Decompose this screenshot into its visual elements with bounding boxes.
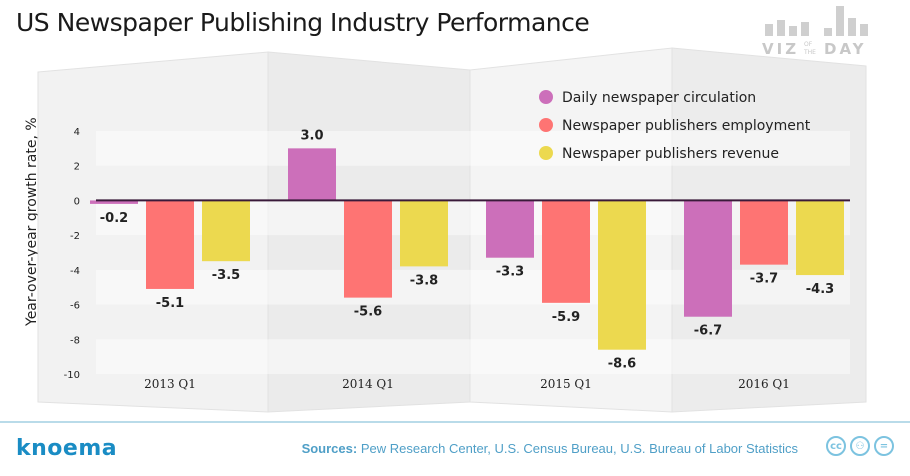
- sources-text: Sources: Pew Research Center, U.S. Censu…: [302, 441, 798, 456]
- data-label: -6.7: [694, 324, 722, 339]
- x-category-label: 2014 Q1: [342, 377, 394, 391]
- legend-label: Newspaper publishers revenue: [562, 146, 779, 162]
- bar: [146, 200, 194, 289]
- bar: [202, 200, 250, 262]
- x-category-label: 2013 Q1: [144, 377, 196, 391]
- by-icon: ⚇: [850, 436, 870, 456]
- bar: [90, 200, 138, 204]
- svg-text:OF: OF: [804, 41, 813, 48]
- x-category-label: 2015 Q1: [540, 377, 592, 391]
- legend-label: Daily newspaper circulation: [562, 90, 756, 106]
- legend-label: Newspaper publishers employment: [562, 118, 811, 134]
- nd-icon: =: [874, 436, 894, 456]
- svg-text:DAY: DAY: [824, 40, 867, 58]
- bar: [486, 200, 534, 258]
- data-label: -0.2: [100, 211, 128, 226]
- license-icons: cc ⚇ =: [826, 436, 894, 456]
- grid-band: [96, 269, 850, 305]
- bar-chart: 4 2 0 -2 -4 -6 -8 -10 -0.2 -5.1 -3.5 2013 Q1 3.0 -5.6…: [37, 47, 867, 413]
- cc-icon: cc: [826, 436, 846, 456]
- sources-list: Pew Research Center, U.S. Census Bureau,…: [360, 441, 798, 456]
- data-label: -3.8: [410, 273, 438, 288]
- sources-label: Sources:: [301, 441, 358, 456]
- y-tick-label: -8: [70, 335, 80, 346]
- grid-band: [96, 131, 850, 166]
- viz-of-the-day-logo: VIZ DAY OF THE: [762, 6, 868, 58]
- data-label: -4.3: [806, 282, 834, 297]
- data-label: 3.0: [300, 128, 323, 143]
- y-tick-label: -6: [70, 301, 80, 312]
- data-label: -5.9: [552, 310, 580, 325]
- y-tick-label: -10: [64, 370, 80, 381]
- data-label: -5.6: [354, 305, 382, 320]
- y-tick-label: 0: [74, 196, 80, 207]
- legend-swatch: [539, 146, 553, 160]
- bar: [740, 200, 788, 265]
- data-label: -3.3: [496, 265, 524, 280]
- bar: [684, 200, 732, 317]
- grid-band: [96, 339, 850, 374]
- x-category-label: 2016 Q1: [738, 377, 790, 391]
- data-label: -3.7: [750, 272, 778, 287]
- brand-logo: knoema: [16, 436, 118, 461]
- y-tick-label: 4: [74, 127, 80, 138]
- y-tick-label: -4: [70, 266, 80, 277]
- legend-swatch: [539, 90, 553, 104]
- bar: [344, 200, 392, 298]
- data-label: -5.1: [156, 296, 184, 311]
- bar: [400, 200, 448, 267]
- bar: [288, 148, 336, 201]
- svg-text:VIZ: VIZ: [762, 40, 799, 58]
- legend-swatch: [539, 118, 553, 132]
- y-tick-label: 2: [74, 162, 80, 173]
- chart-title: US Newspaper Publishing Industry Perform…: [16, 8, 590, 37]
- bar: [598, 200, 646, 350]
- data-label: -8.6: [608, 357, 636, 372]
- footer-divider: [0, 421, 910, 423]
- svg-text:THE: THE: [803, 49, 816, 56]
- y-tick-label: -2: [70, 231, 80, 242]
- bar: [796, 200, 844, 276]
- data-label: -3.5: [212, 268, 240, 283]
- bar: [542, 200, 590, 303]
